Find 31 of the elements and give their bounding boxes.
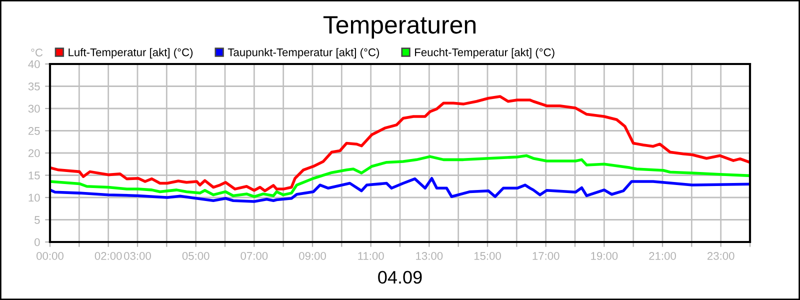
x-axis-title: 04.09 [378,270,422,284]
legend-label: Feucht-Temperatur [akt] (°C) [415,48,554,58]
x-tick-label: 23:00 [707,252,734,260]
y-tick-label: 30 [28,104,40,113]
y-tick-label: 15 [28,172,40,180]
y-tick-label: 0 [34,238,40,246]
x-tick-label: 19:00 [591,252,618,260]
x-tick-label: 02:00 [94,252,122,260]
y-axis-title: °C [31,48,43,56]
x-tick-label: 09:00 [299,252,326,260]
line-series [50,95,750,192]
y-tick-label: 10 [28,194,40,202]
y-tick-label: 25 [28,127,40,135]
x-tick-label: 03:00 [124,252,151,260]
x-tick-label: 17:00 [532,252,560,260]
y-tick-label: 40 [28,60,40,68]
x-tick-label: 11:00 [358,252,384,260]
chart-title: Temperaturen [323,16,476,39]
legend-label: Taupunkt-Temperatur [akt] (°C) [228,48,380,58]
y-tick-label: 35 [28,82,40,90]
x-tick-label: 07:00 [240,252,268,260]
legend-label: Luft-Temperatur [akt] (°C) [68,48,193,58]
x-tick-label: 05:00 [182,252,210,260]
x-tick-label: 21:00 [649,252,676,260]
x-tick-label: 15:00 [474,252,501,260]
y-tick-label: 20 [28,149,40,158]
y-tick-label: 5 [34,216,40,224]
x-tick-label: 00:00 [36,252,64,260]
x-tick-label: 13:00 [416,252,443,260]
line-series [50,154,750,198]
line-series [50,176,750,203]
